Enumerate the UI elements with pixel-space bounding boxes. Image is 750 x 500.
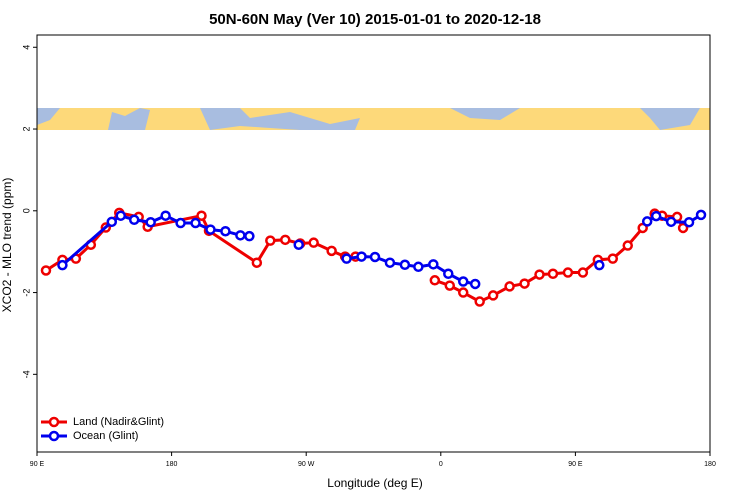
data-point [265, 235, 276, 246]
legend-label: Land (Nadir&Glint) [73, 416, 164, 428]
data-point [677, 222, 689, 234]
x-tick-label: 90 E [568, 461, 583, 468]
data-point [190, 217, 201, 229]
x-axis-label: Longitude (deg E) [327, 476, 422, 490]
data-point [641, 216, 653, 227]
data-point [457, 276, 469, 287]
data-point [384, 257, 396, 268]
legend-label: Ocean (Glint) [73, 430, 138, 442]
data-point [665, 216, 677, 228]
data-point [369, 251, 381, 263]
data-point [326, 245, 337, 257]
x-tick-label: 90 E [30, 461, 45, 468]
data-point [106, 216, 118, 228]
data-point [175, 217, 186, 229]
data-point [695, 209, 707, 221]
data-point [474, 296, 485, 307]
plot-frame [36, 34, 711, 453]
chart-title: 50N-60N May (Ver 10) 2015-01-01 to 2020-… [209, 11, 541, 28]
data-point [547, 268, 559, 280]
data-point [519, 278, 530, 289]
data-point [196, 210, 207, 221]
data-point [293, 239, 304, 250]
y-tick-label: 4 [21, 45, 31, 50]
y-axis-label: XCO2 - MLO trend (ppm) [0, 178, 14, 313]
data-point [607, 253, 619, 264]
legend-marker [48, 430, 60, 442]
legend-marker [48, 416, 60, 428]
series-line [346, 255, 476, 286]
data-point [429, 275, 441, 286]
data-point [220, 225, 231, 237]
x-tick-label: 0 [439, 461, 443, 468]
data-point [205, 224, 216, 235]
data-point [534, 269, 545, 280]
data-point [40, 265, 52, 276]
data-point [504, 281, 515, 292]
data-point [444, 280, 456, 291]
data-point [399, 259, 411, 271]
data-point [244, 230, 255, 242]
data-point [251, 257, 263, 268]
data-point [308, 237, 319, 248]
data-point [487, 290, 499, 301]
data-point [650, 210, 662, 222]
data-point [280, 234, 291, 246]
data-point [356, 251, 367, 262]
y-tick-label: 2 [21, 127, 31, 132]
x-tick-label: 180 [166, 461, 178, 468]
y-tick-label: -4 [21, 370, 31, 378]
data-point [341, 253, 352, 264]
data-point [457, 287, 469, 298]
data-point [128, 214, 140, 226]
data-point [469, 278, 481, 290]
data-point [577, 267, 589, 278]
data-point [145, 216, 156, 228]
map-strip [37, 108, 710, 130]
y-tick-label: -2 [21, 289, 31, 297]
data-point [443, 268, 454, 280]
data-point [115, 210, 127, 221]
data-point [413, 261, 424, 273]
data-point [622, 240, 633, 251]
x-tick-label: 180 [704, 461, 716, 468]
x-tick-label: 90 W [298, 461, 315, 468]
data-point [594, 259, 605, 271]
data-point [57, 259, 68, 271]
data-point [428, 259, 439, 270]
data-point [683, 216, 695, 228]
data-point [160, 210, 171, 221]
y-tick-label: 0 [21, 208, 31, 213]
data-point [562, 267, 574, 278]
data-point [235, 230, 246, 241]
